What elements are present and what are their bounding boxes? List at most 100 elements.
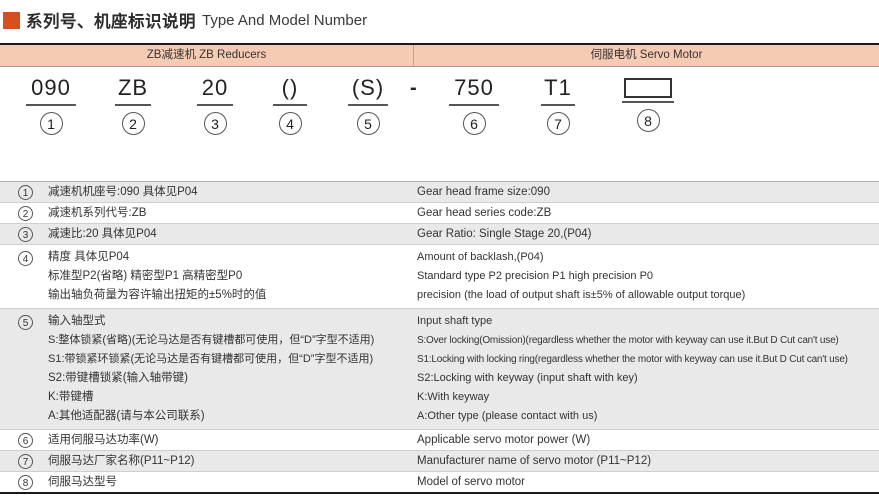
segment-number-badge: 3 [203, 112, 227, 135]
zh-text: 适用伺服马达功率(W) [48, 434, 159, 446]
en-text: Standard type P2 precision P1 high preci… [417, 270, 654, 282]
segment-value: 750 [454, 75, 494, 100]
row-number-badge: 6 [18, 433, 33, 448]
en-text: A:Other type (please contact with us) [417, 410, 598, 422]
segment-number-badge: 5 [356, 112, 380, 135]
zh-text: 精度 具体见P04 [48, 251, 130, 263]
cell-zh: 6 适用伺服马达功率(W) [0, 430, 415, 450]
en-text: Manufacturer name of servo motor (P11~P1… [417, 455, 652, 467]
en-text: precision (the load of output shaft is±5… [417, 289, 746, 301]
en-text: K:With keyway [417, 391, 490, 403]
cell-en: Amount of backlash,(P04) Standard type P… [415, 248, 879, 305]
table-row: 6 适用伺服马达功率(W) Applicable servo motor pow… [0, 430, 879, 451]
zh-text: 伺服马达厂家名称(P11~P12) [48, 455, 195, 467]
row-number-badge: 8 [18, 475, 33, 490]
segment-underline [273, 104, 307, 106]
segment-value: T1 [544, 75, 572, 100]
zh-text: S:整体锁紧(省略)(无论马达是否有键槽都可使用，但“D”字型不适用) [48, 334, 375, 346]
cell-zh: 1 减速机机座号:090 具体见P04 [0, 182, 415, 202]
table-row: 5 输入轴型式 S:整体锁紧(省略)(无论马达是否有键槽都可使用，但“D”字型不… [0, 309, 879, 430]
segment-value: () [281, 75, 299, 100]
model-segment-2: ZB 2 [115, 75, 151, 135]
model-segment-5: (S) 5 [348, 75, 388, 135]
en-text: Gear Ratio: Single Stage 20,(P04) [417, 228, 592, 240]
segment-value: 20 [201, 75, 229, 100]
table-row: 4 精度 具体见P04 标准型P2(省略) 精密型P1 高精密型P0 输出轴负荷… [0, 245, 879, 309]
segment-underline [622, 101, 674, 103]
segment-underline [541, 104, 575, 106]
cell-zh: 5 输入轴型式 S:整体锁紧(省略)(无论马达是否有键槽都可使用，但“D”字型不… [0, 312, 415, 426]
zh-text: 标准型P2(省略) 精密型P1 高精密型P0 [48, 270, 243, 282]
zh-text: 输入轴型式 [48, 315, 106, 327]
en-text: S2:Locking with keyway (input shaft with… [417, 372, 638, 384]
model-separator: - [410, 77, 417, 99]
zh-text: 减速机系列代号:ZB [48, 207, 147, 219]
segment-number-badge: 2 [121, 112, 145, 135]
en-text: Amount of backlash,(P04) [417, 251, 544, 263]
model-segment-6: 750 6 [449, 75, 499, 135]
section-marker-icon [3, 11, 20, 29]
segment-underline [197, 104, 233, 106]
cell-zh: 8 伺服马达型号 [0, 472, 415, 492]
zh-text: S2:带键槽锁紧(输入轴带键) [48, 372, 188, 384]
table-row: 7 伺服马达厂家名称(P11~P12) Manufacturer name of… [0, 451, 879, 472]
cell-zh: 7 伺服马达厂家名称(P11~P12) [0, 451, 415, 471]
band-servo-label: 伺服电机 Servo Motor [590, 49, 703, 61]
en-text: Applicable servo motor power (W) [417, 434, 591, 446]
cell-en: Gear Ratio: Single Stage 20,(P04) [415, 224, 879, 244]
table-row: 2 减速机系列代号:ZB Gear head series code:ZB [0, 203, 879, 224]
row-number-badge: 2 [18, 206, 33, 221]
spec-table: 1 减速机机座号:090 具体见P04 Gear head frame size… [0, 181, 879, 494]
band-reducers-label: ZB减速机 ZB Reducers [0, 45, 414, 66]
model-number-diagram: 090 1 ZB 2 20 3 () 4 (S) 5 - 750 6 T1 7 … [0, 75, 879, 157]
zh-text: 输出轴负荷量为容许输出扭矩的±5%时的值 [48, 289, 267, 301]
cell-en: Gear head series code:ZB [415, 203, 879, 223]
blank-box-placeholder [624, 78, 672, 98]
segment-value: (S) [351, 75, 385, 100]
model-segment-7: T1 7 [541, 75, 575, 135]
cell-zh: 2 减速机系列代号:ZB [0, 203, 415, 223]
segment-number-badge: 1 [39, 112, 63, 135]
segment-number-badge: 6 [462, 112, 486, 135]
cell-en: Model of servo motor [415, 472, 879, 492]
zh-text: K:带键槽 [48, 391, 94, 403]
segment-number-badge: 4 [278, 112, 302, 135]
row-number-badge: 7 [18, 454, 33, 469]
en-text: Gear head frame size:090 [417, 186, 550, 198]
segment-value: 090 [31, 75, 71, 100]
row-number-badge: 3 [18, 227, 33, 242]
segment-number-badge: 8 [636, 109, 660, 132]
cell-en: Manufacturer name of servo motor (P11~P1… [415, 451, 879, 471]
segment-underline [115, 104, 151, 106]
table-row: 3 减速比:20 具体见P04 Gear Ratio: Single Stage… [0, 224, 879, 245]
table-row: 1 减速机机座号:090 具体见P04 Gear head frame size… [0, 182, 879, 203]
en-text: Input shaft type [417, 315, 493, 327]
segment-value: ZB [117, 75, 149, 100]
table-row: 8 伺服马达型号 Model of servo motor [0, 472, 879, 492]
en-text: S1:Locking with locking ring(regardless … [417, 354, 848, 365]
cell-en: Gear head frame size:090 [415, 182, 879, 202]
segment-underline [26, 104, 76, 106]
en-text: Model of servo motor [417, 476, 526, 488]
row-number-badge: 4 [18, 251, 33, 266]
segment-underline [449, 104, 499, 106]
zh-text: 减速比:20 具体见P04 [48, 228, 157, 240]
page-title: 系列号、机座标识说明 Type And Model Number [0, 0, 879, 32]
zh-text: 减速机机座号:090 具体见P04 [48, 186, 198, 198]
model-segment-3: 20 3 [197, 75, 233, 135]
cell-zh: 4 精度 具体见P04 标准型P2(省略) 精密型P1 高精密型P0 输出轴负荷… [0, 248, 415, 305]
cell-zh: 3 减速比:20 具体见P04 [0, 224, 415, 244]
page-title-en: Type And Model Number [202, 11, 368, 29]
segment-underline [348, 104, 388, 106]
model-segment-4: () 4 [273, 75, 307, 135]
category-band: ZB减速机 ZB Reducers 伺服电机 Servo Motor [0, 43, 879, 67]
model-segment-8: 8 [622, 75, 674, 132]
page-title-zh: 系列号、机座标识说明 [26, 13, 196, 31]
segment-number-badge: 7 [546, 112, 570, 135]
cell-en: Input shaft type S:Over locking(Omission… [415, 312, 879, 426]
row-number-badge: 1 [18, 185, 33, 200]
zh-text: 伺服马达型号 [48, 476, 117, 488]
model-segment-1: 090 1 [26, 75, 76, 135]
en-text: Gear head series code:ZB [417, 207, 552, 219]
row-number-badge: 5 [18, 315, 33, 330]
